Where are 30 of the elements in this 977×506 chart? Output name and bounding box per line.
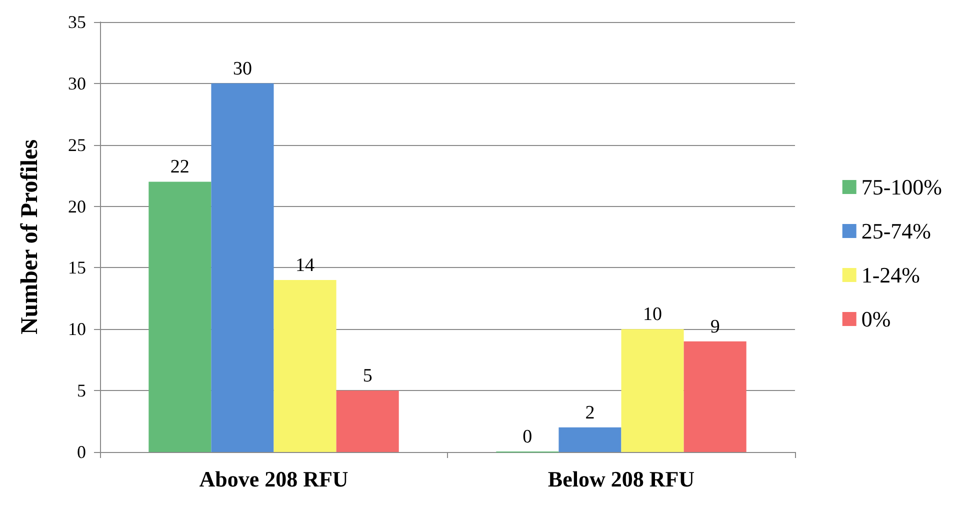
y-tick-label: 30 <box>68 73 86 94</box>
y-tick-label: 35 <box>68 12 86 32</box>
y-axis-title: Number of Profiles <box>17 139 43 335</box>
x-tick-label: Above 208 RFU <box>199 466 348 492</box>
legend-label: 0% <box>861 306 891 332</box>
legend-label: 25-74% <box>861 218 932 244</box>
bar <box>336 390 399 452</box>
data-label: 14 <box>296 255 316 276</box>
y-tick-label: 25 <box>68 134 86 155</box>
bar <box>211 83 274 452</box>
bar <box>684 341 746 452</box>
data-label: 9 <box>710 316 720 338</box>
data-label: 30 <box>232 58 252 80</box>
data-label: 0 <box>522 426 532 448</box>
data-label: 22 <box>170 156 190 178</box>
y-tick-label: 20 <box>68 196 86 216</box>
x-tick-label: Below 208 RFU <box>548 466 695 492</box>
bar <box>558 427 622 452</box>
bar <box>148 182 212 452</box>
data-label: 5 <box>362 366 372 387</box>
y-tick-label: 15 <box>68 258 86 278</box>
bar <box>621 329 684 452</box>
legend-label: 1-24% <box>861 262 920 288</box>
data-label: 2 <box>585 402 595 424</box>
y-tick-label: 5 <box>77 380 86 401</box>
y-tick-label: 10 <box>68 319 86 340</box>
legend-label: 75-100% <box>861 174 942 200</box>
data-label: 10 <box>643 304 662 326</box>
y-tick-label: 0 <box>77 442 86 462</box>
bar <box>274 280 336 452</box>
